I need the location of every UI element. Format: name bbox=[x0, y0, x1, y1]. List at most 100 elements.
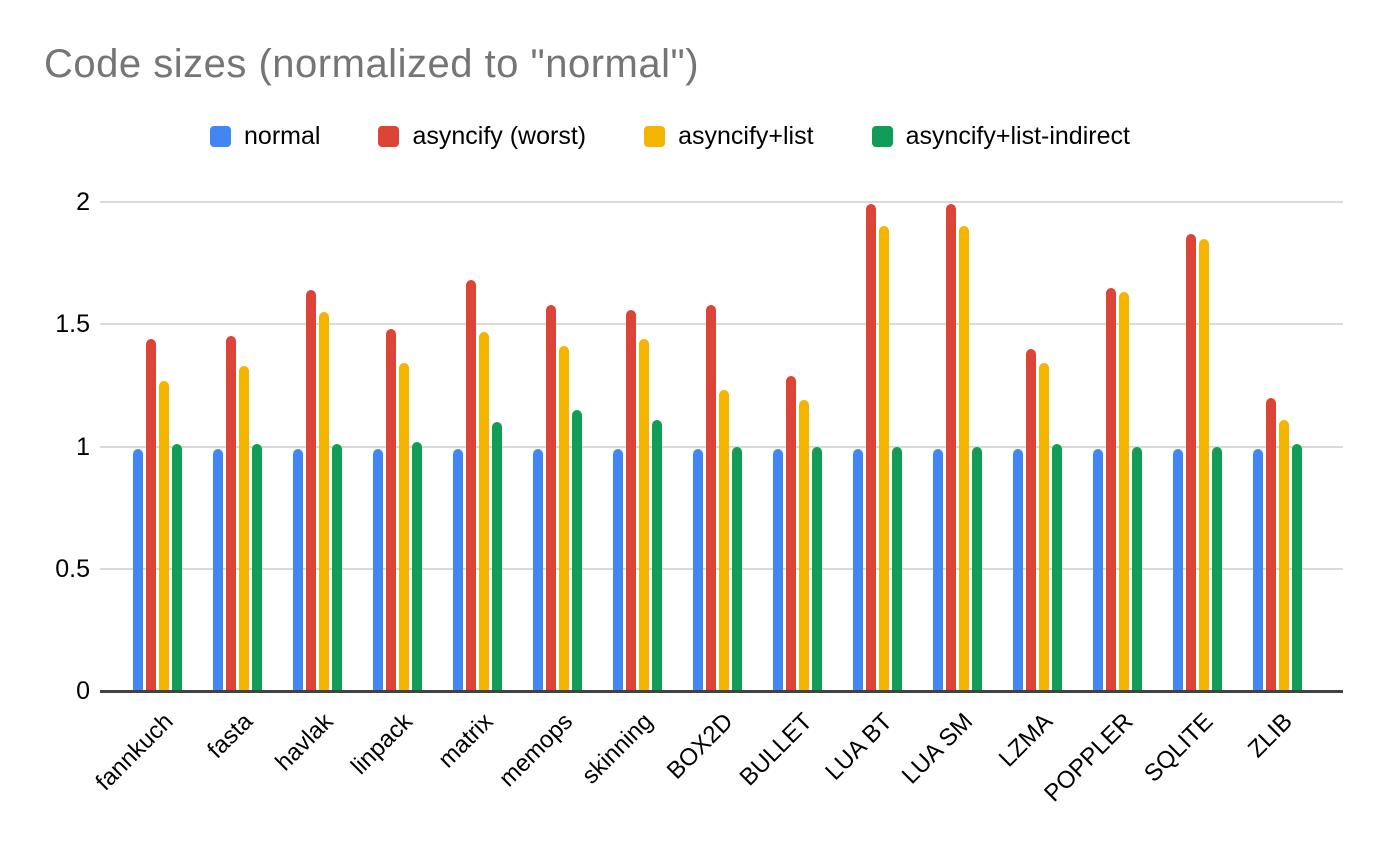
bar-group-memops bbox=[532, 304, 582, 691]
bar bbox=[571, 409, 582, 691]
bar bbox=[1278, 419, 1289, 691]
bar bbox=[465, 280, 476, 691]
bar bbox=[1291, 444, 1302, 691]
bar bbox=[1038, 363, 1049, 691]
bar bbox=[878, 226, 889, 691]
bar bbox=[212, 448, 223, 691]
legend-item: asyncify+list-indirect bbox=[871, 122, 1130, 151]
y-axis-tick-label: 2 bbox=[76, 188, 90, 216]
bar bbox=[1012, 448, 1023, 691]
bar-group-linpack bbox=[372, 329, 422, 691]
x-axis-label: skinning bbox=[576, 708, 659, 790]
legend-label: normal bbox=[244, 122, 321, 150]
bar-group-fannkuch bbox=[132, 338, 182, 691]
bar bbox=[692, 448, 703, 691]
bar bbox=[1131, 446, 1142, 691]
x-axis-label: BULLET bbox=[734, 708, 819, 792]
bar bbox=[718, 390, 729, 691]
bar bbox=[852, 448, 863, 691]
bar bbox=[865, 204, 876, 691]
x-axis-label: linpack bbox=[346, 708, 419, 780]
bar bbox=[1025, 348, 1036, 691]
chart-legend: normal asyncify (worst) asyncify+list async… bbox=[0, 122, 1340, 151]
bar bbox=[932, 448, 943, 691]
bar bbox=[171, 444, 182, 691]
bar bbox=[398, 363, 409, 691]
x-axis-label: LZMA bbox=[993, 708, 1059, 773]
bar-group-fasta bbox=[212, 336, 262, 691]
bar bbox=[625, 309, 636, 691]
x-axis-line bbox=[100, 689, 1343, 693]
bar bbox=[491, 422, 502, 691]
legend-swatch-yellow bbox=[644, 126, 666, 147]
bar-group-sqlite bbox=[1172, 233, 1222, 691]
bar bbox=[411, 441, 422, 691]
bar bbox=[958, 226, 969, 691]
bar bbox=[1198, 238, 1209, 691]
bar bbox=[305, 290, 316, 691]
y-axis-tick-label: 1.5 bbox=[55, 310, 90, 339]
bar bbox=[612, 448, 623, 691]
bar bbox=[1252, 448, 1263, 691]
bar-group-havlak bbox=[292, 290, 342, 691]
gridline bbox=[100, 323, 1343, 326]
bar bbox=[891, 446, 902, 691]
bar-group-skinning bbox=[612, 309, 662, 691]
gridline bbox=[100, 201, 1343, 203]
bar bbox=[971, 446, 982, 691]
x-axis-label: LUA BT bbox=[820, 708, 899, 786]
bar bbox=[1118, 292, 1129, 691]
bar bbox=[1211, 446, 1222, 691]
bar bbox=[158, 380, 169, 691]
y-axis-tick-label: 0.5 bbox=[55, 554, 90, 583]
legend-item: asyncify+list bbox=[644, 122, 814, 151]
bar bbox=[145, 338, 156, 691]
legend-label: asyncify+list bbox=[678, 122, 814, 150]
bar-group-poppler bbox=[1092, 287, 1142, 691]
bar bbox=[945, 204, 956, 691]
bar bbox=[1051, 444, 1062, 691]
bar bbox=[532, 448, 543, 691]
x-axis-label: fasta bbox=[202, 708, 259, 764]
x-axis-label: memops bbox=[493, 708, 579, 793]
bar bbox=[452, 448, 463, 691]
bar bbox=[1172, 448, 1183, 691]
bar bbox=[331, 444, 342, 691]
x-axis-label: ZLIB bbox=[1243, 708, 1299, 763]
bar bbox=[651, 419, 662, 691]
x-axis-label: SQLITE bbox=[1138, 708, 1219, 788]
bar-group-box2d bbox=[692, 304, 742, 691]
bar bbox=[478, 331, 489, 691]
bar bbox=[1185, 233, 1196, 691]
legend-item: asyncify (worst) bbox=[378, 122, 586, 151]
bar bbox=[292, 448, 303, 691]
bar-group-lzma bbox=[1012, 348, 1062, 691]
bar bbox=[1105, 287, 1116, 691]
bar bbox=[798, 400, 809, 691]
bar bbox=[811, 446, 822, 691]
bar bbox=[251, 444, 262, 691]
bar bbox=[558, 346, 569, 691]
bar bbox=[238, 365, 249, 691]
x-axis-label: matrix bbox=[432, 708, 499, 774]
bar bbox=[1092, 448, 1103, 691]
bar-group-zlib bbox=[1252, 397, 1302, 691]
bar-group-bullet bbox=[772, 375, 822, 691]
legend-swatch-red bbox=[378, 126, 400, 147]
legend-label: asyncify+list-indirect bbox=[905, 122, 1130, 150]
y-axis-tick-label: 1 bbox=[76, 432, 90, 461]
bar bbox=[385, 329, 396, 691]
x-axis-label: fannkuch bbox=[90, 708, 179, 796]
bar bbox=[731, 446, 742, 691]
x-axis-label: BOX2D bbox=[661, 708, 739, 785]
bar bbox=[705, 304, 716, 691]
bar-group-lua-sm bbox=[932, 204, 982, 691]
bar bbox=[785, 375, 796, 691]
bar bbox=[638, 338, 649, 691]
legend-swatch-blue bbox=[210, 126, 232, 147]
x-axis-label: LUA SM bbox=[896, 708, 979, 790]
bar-group-matrix bbox=[452, 280, 502, 691]
legend-label: asyncify (worst) bbox=[412, 122, 587, 150]
bar bbox=[318, 312, 329, 691]
